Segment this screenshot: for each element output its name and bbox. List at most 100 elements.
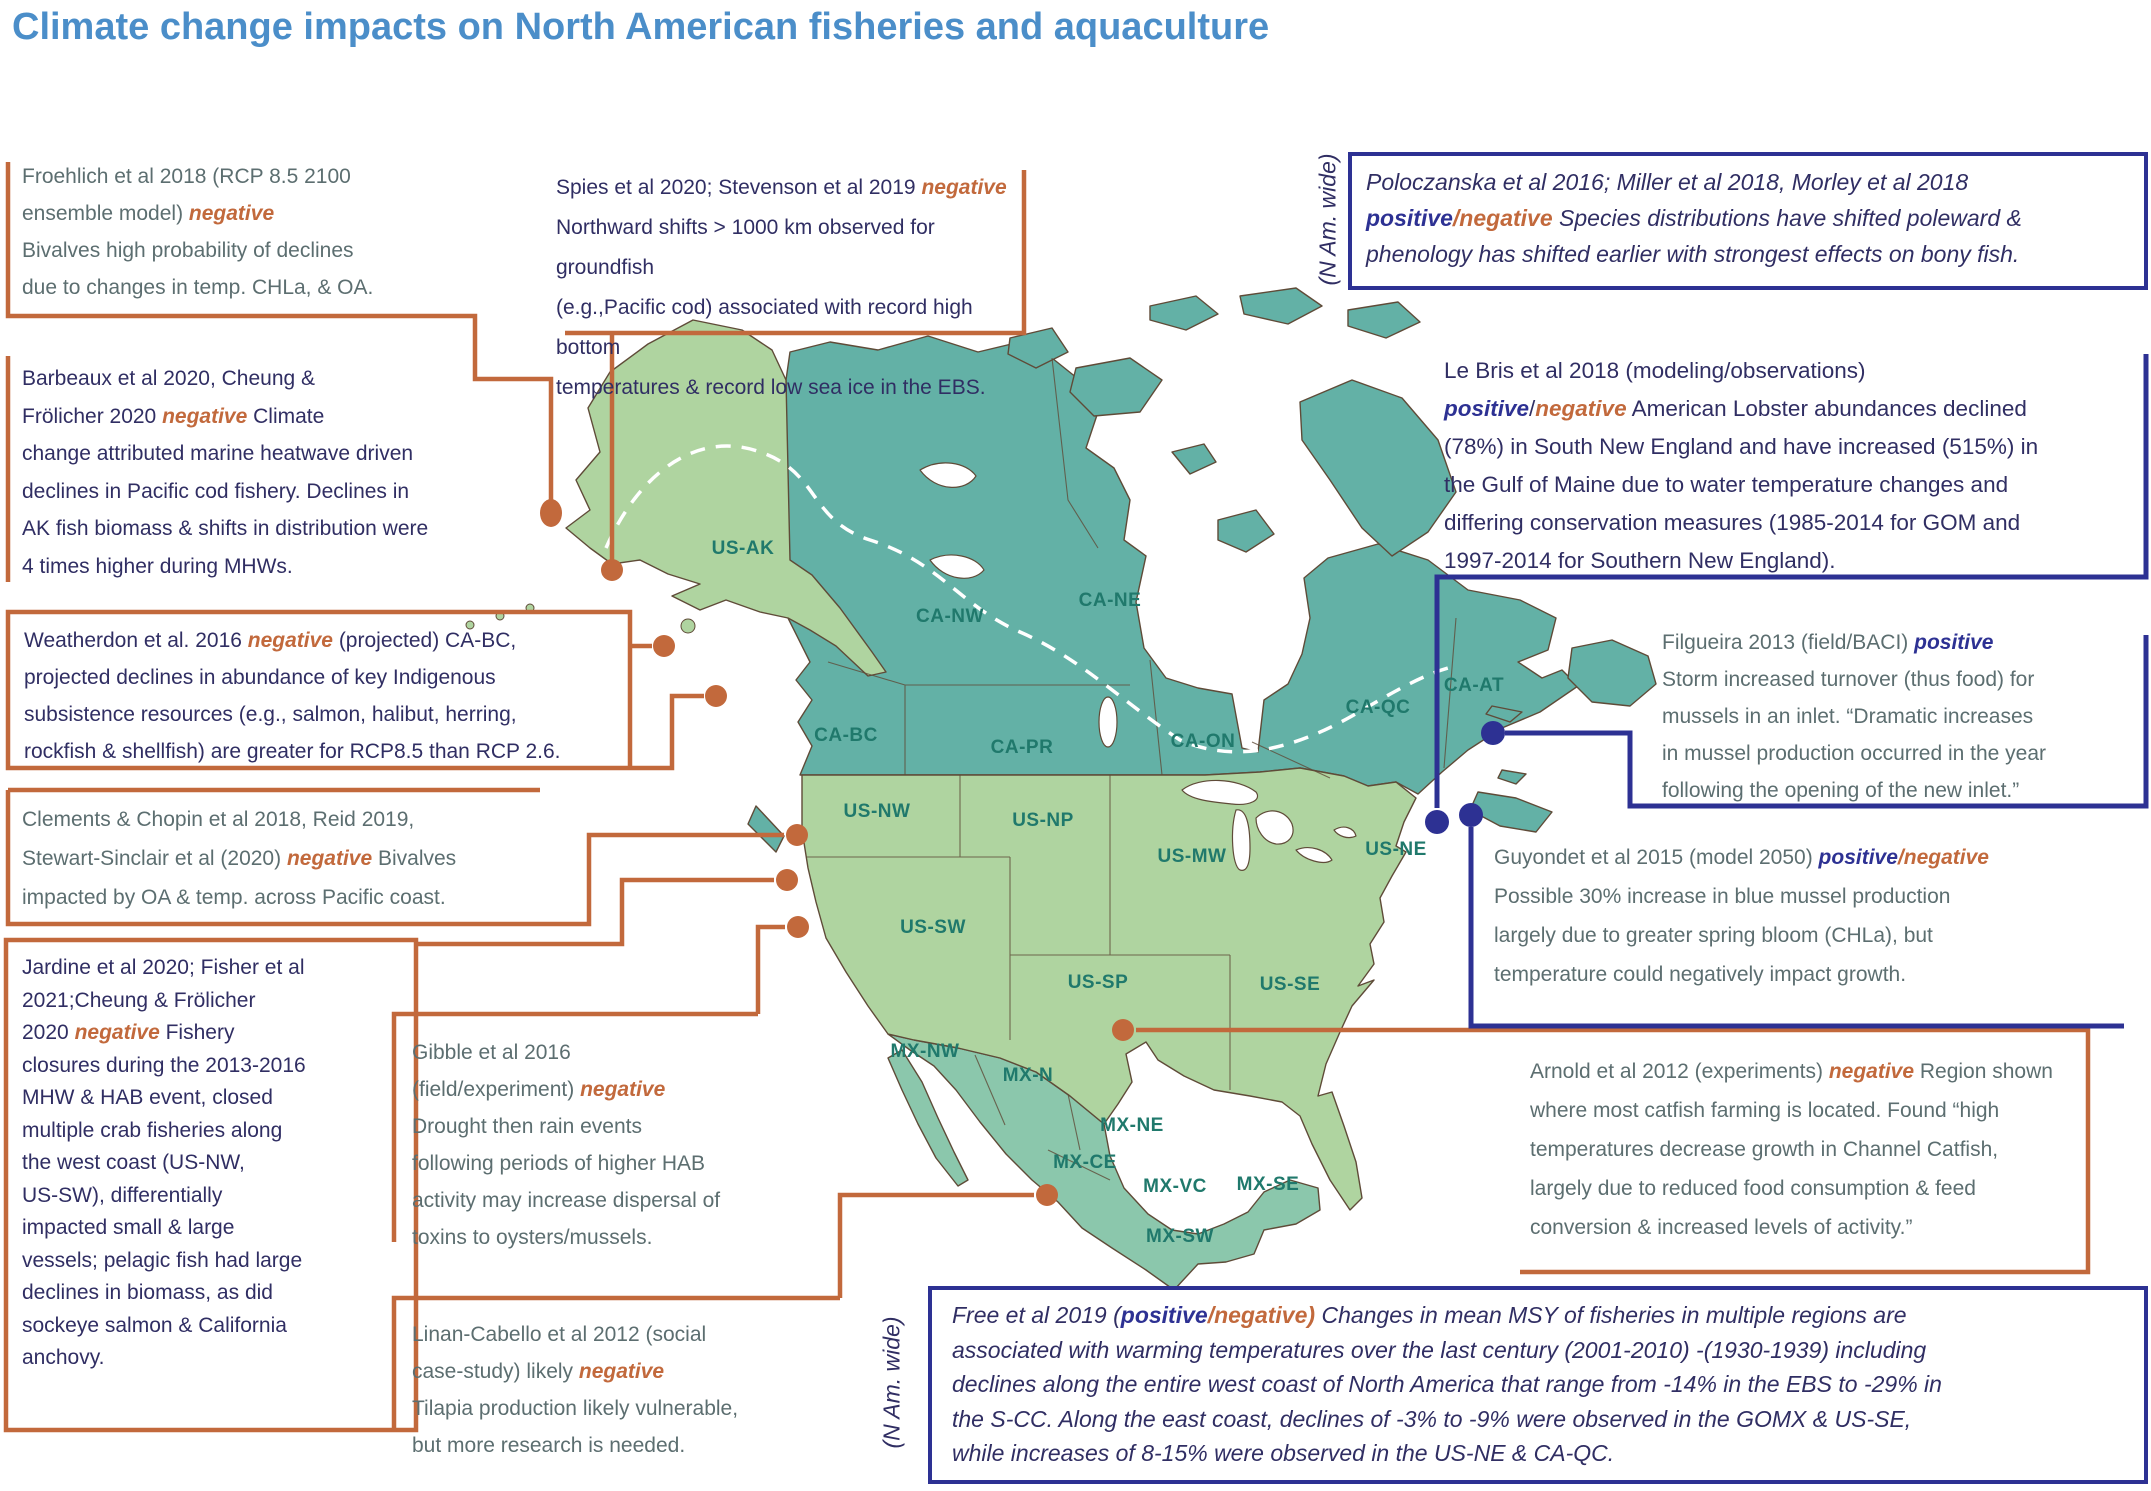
citation-clements: Clements & Chopin et al 2018, Reid 2019,… (22, 800, 552, 917)
text-run: American Lobster abundances declined (78… (1444, 396, 2039, 573)
connector-lebris (1434, 354, 2149, 808)
text-run: positive (1818, 846, 1898, 869)
dot-clements-coast (786, 824, 808, 846)
dot-froehlich-bering (540, 499, 562, 527)
region-label-mx-vc: MX-VC (1143, 1176, 1207, 1197)
text-run: negative (162, 404, 248, 428)
text-run: negative (188, 202, 275, 225)
text-run: Clements & Chopin et al 2018, Reid 2019,… (22, 808, 415, 870)
text-run: Spies et al 2020; Stevenson et al 2019 (556, 176, 922, 199)
aleutian-islands (465, 603, 696, 634)
text-run: Le Bris et al 2018 (modeling/observation… (1444, 358, 1866, 383)
arctic-islands (1007, 287, 1457, 557)
region-label-us-np: US-NP (1012, 810, 1074, 831)
text-run: negative (1535, 396, 1627, 421)
citation-free: Free et al 2019 (positive/negative) Chan… (932, 1290, 2144, 1479)
nam-wide-label-top: (N Am. wide) (1314, 153, 1341, 286)
text-run: Bivalves impacted by OA & temp. across P… (22, 847, 457, 909)
connector-jardine (3, 877, 774, 1433)
region-label-ca-pr: CA-PR (990, 737, 1054, 758)
text-run: (projected) CA-BC, projected declines in… (24, 629, 561, 763)
region-label-mx-sw: MX-SW (1146, 1226, 1214, 1247)
text-run: positive (1914, 631, 1994, 654)
citation-lebris: Le Bris et al 2018 (modeling/observation… (1444, 352, 2151, 580)
region-label-ca-on: CA-ON (1170, 731, 1236, 752)
citation-gibble: Gibble et al 2016 (field/experiment) neg… (412, 1034, 762, 1256)
text-run: negative (286, 847, 373, 870)
dashed-boundary-line (604, 444, 1449, 754)
region-label-ca-bc: CA-BC (814, 725, 878, 746)
pacific-islands (747, 805, 785, 853)
dot-weatherdon-bc-2 (705, 685, 727, 707)
citation-guyondet: Guyondet et al 2015 (model 2050) positiv… (1494, 838, 2151, 994)
region-label-us-ak: US-AK (711, 538, 775, 559)
region-label-us-ne: US-NE (1365, 839, 1427, 860)
citation-filgueira: Filgueira 2013 (field/BACI) positive Sto… (1662, 624, 2151, 809)
region-label-mx-se: MX-SE (1236, 1174, 1300, 1195)
region-label-us-mw: US-MW (1157, 846, 1227, 867)
text-run: Fishery closures during the 2013-2016 MH… (22, 1021, 306, 1369)
region-label-us-sw: US-SW (900, 917, 966, 938)
text-run: Northward shifts > 1000 km observed for … (556, 216, 986, 399)
region-label-ca-ne: CA-NE (1078, 590, 1142, 611)
connector-filgueira (1505, 635, 2149, 809)
region-label-mx-n: MX-N (1002, 1065, 1054, 1086)
text-run: negative (921, 176, 1007, 199)
text-run: Barbeaux et al 2020, Cheung & Frölicher … (22, 367, 316, 428)
citation-barbeaux: Barbeaux et al 2020, Cheung & Frölicher … (22, 360, 542, 585)
text-run: Free et al 2019 ( (952, 1302, 1121, 1328)
region-label-us-se: US-SE (1259, 974, 1321, 995)
text-run: negative (1828, 1060, 1915, 1083)
navy-connectors (1434, 354, 2149, 1029)
text-run: Bivalves high probability of declines du… (22, 239, 374, 299)
dot-filgueira-gulf (1481, 721, 1505, 745)
citation-free-box: Free et al 2019 (positive/negative) Chan… (928, 1286, 2148, 1484)
connector-weatherdon (5, 609, 704, 771)
text-run: Poloczanska et al 2016; Miller et al 201… (1366, 169, 1969, 195)
text-run: negative (578, 1360, 665, 1383)
region-label-ca-at: CA-AT (1443, 675, 1505, 696)
connector-linan (391, 1192, 1034, 1432)
region-label-ca-qc: CA-QC (1345, 697, 1411, 718)
citation-poloczanska: Poloczanska et al 2016; Miller et al 201… (1352, 156, 2144, 280)
dot-jardine-coast (776, 869, 798, 891)
text-run: Region shown where most catfish farming … (1530, 1060, 2053, 1239)
citation-spies: Spies et al 2020; Stevenson et al 2019 n… (556, 168, 1036, 408)
orange-dots (540, 499, 1134, 1206)
connector-froehlich (5, 162, 554, 500)
dot-lebris-usne (1425, 810, 1449, 834)
text-run: Tilapia production likely vulnerable, bu… (412, 1397, 739, 1457)
region-borders (806, 357, 1457, 1181)
text-run: Species distributions have shifted polew… (1366, 205, 2022, 267)
dot-arnold-texas (1112, 1019, 1134, 1041)
page-title: Climate change impacts on North American… (12, 6, 1270, 48)
citation-linan: Linan-Cabello et al 2012 (social case-st… (412, 1316, 852, 1464)
text-run: positive (1444, 396, 1530, 421)
nam-wide-label-bottom: (N Am. wide) (878, 1316, 905, 1449)
orange-connectors (3, 162, 2091, 1433)
text-run: Arnold et al 2012 (experiments) (1530, 1060, 1829, 1083)
text-run: Drought then rain events following perio… (412, 1115, 721, 1249)
dot-weatherdon-bc-1 (653, 635, 675, 657)
text-run: Storm increased turnover (thus food) for… (1662, 668, 2047, 802)
dot-guyondet-atlantic (1459, 803, 1483, 827)
text-run: /negative (1452, 205, 1553, 231)
text-run: Guyondet et al 2015 (model 2050) (1494, 846, 1819, 869)
region-label-us-nw: US-NW (843, 801, 911, 822)
text-run: Climate change attributed marine heatwav… (22, 404, 429, 578)
dot-spies-ak (601, 559, 623, 581)
text-run: negative (580, 1078, 666, 1101)
us-region-shape (801, 767, 1417, 1211)
navy-dots (1425, 721, 1505, 834)
region-label-mx-nw: MX-NW (890, 1041, 960, 1062)
text-run: /negative (1897, 846, 1989, 869)
text-run: positive (1120, 1302, 1208, 1328)
baja-peninsula-shape (887, 1049, 969, 1187)
region-label-mx-ne: MX-NE (1100, 1115, 1164, 1136)
text-run: Changes in mean MSY of fisheries in mult… (952, 1302, 1942, 1466)
dot-gibble-coast (787, 916, 809, 938)
text-run: /negative) (1207, 1302, 1316, 1328)
alaska-region-shape (565, 319, 887, 677)
